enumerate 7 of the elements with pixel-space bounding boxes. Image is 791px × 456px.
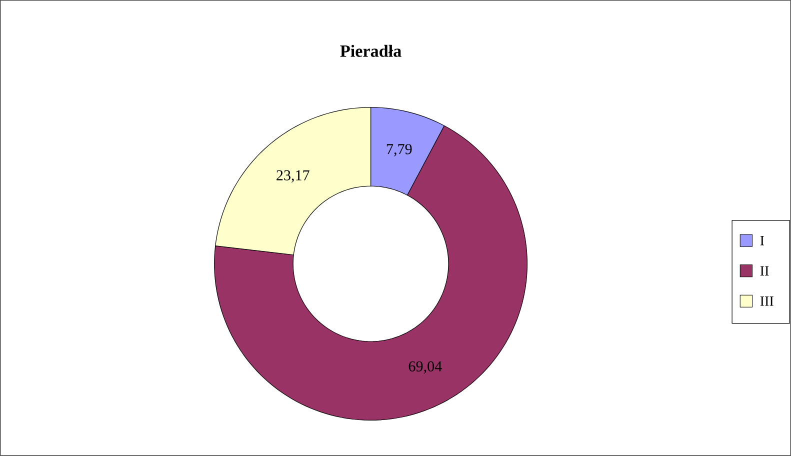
chart-title: Pieradła	[340, 44, 402, 57]
legend-label: I	[760, 236, 764, 246]
legend-label: II	[760, 266, 769, 276]
data-label: 7,79	[386, 144, 412, 156]
data-label: 69,04	[408, 361, 442, 374]
legend-label: III	[760, 296, 774, 306]
data-label: 23,17	[276, 170, 310, 183]
